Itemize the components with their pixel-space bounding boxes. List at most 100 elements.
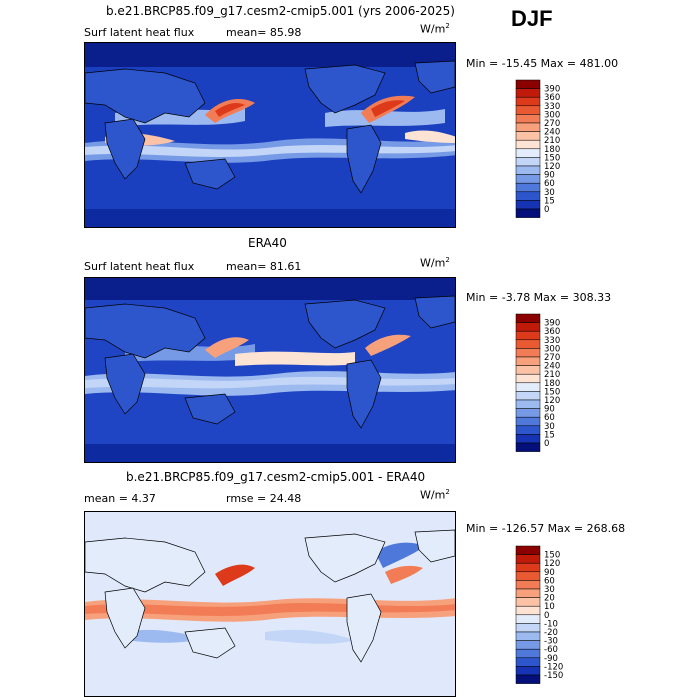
colorbar-tick-label: 10 — [544, 602, 555, 612]
colorbar-swatch — [515, 408, 541, 418]
colorbar-tick-label: 30 — [544, 422, 555, 432]
colorbar-swatch — [515, 148, 541, 158]
panel-2-colorbar: 390 360 330 300 270 240 210 180 150 120 90 60 30 15 0 — [515, 313, 576, 464]
colorbar-swatch — [515, 88, 541, 98]
colorbar-swatch — [515, 322, 541, 332]
colorbar-swatch — [515, 545, 541, 555]
colorbar-tick-label: 0 — [544, 439, 549, 449]
colorbar-swatch — [515, 562, 541, 573]
colorbar-swatch — [515, 157, 541, 167]
colorbar-tick-label: -90 — [544, 654, 558, 664]
colorbar-swatch — [515, 580, 541, 590]
colorbar-tick-label: -20 — [544, 628, 558, 638]
colorbar-tick-label: 0 — [544, 205, 549, 215]
panel-1-minmax: Min = -15.45 Max = 481.00 — [466, 57, 619, 70]
colorbar-swatch — [515, 554, 541, 564]
colorbar-swatch — [515, 165, 541, 175]
colorbar-tick-label: 15 — [544, 196, 555, 206]
colorbar-swatch — [515, 96, 541, 107]
panel-3-mean-label: mean = 4.37 — [84, 492, 156, 505]
colorbar-tick-label: 90 — [544, 405, 555, 415]
panel-3-rmse-label: rmse = 24.48 — [226, 492, 302, 505]
colorbar-swatch — [515, 339, 541, 349]
colorbar-tick-label: 150 — [544, 551, 560, 561]
colorbar-swatch — [515, 122, 541, 132]
colorbar-tick-label: 120 — [544, 162, 560, 172]
panel-1-map — [84, 42, 456, 228]
colorbar-swatch — [515, 373, 541, 384]
colorbar-swatch — [515, 208, 541, 218]
panel-3-units: W/m2 — [420, 488, 450, 502]
colorbar-swatch — [515, 442, 541, 452]
colorbar-swatch — [515, 597, 541, 607]
colorbar-tick-label: 60 — [544, 576, 555, 586]
panel-3-map — [84, 511, 456, 697]
colorbar-tick-label: 360 — [544, 93, 560, 103]
colorbar-swatch — [515, 571, 541, 581]
colorbar-tick-label: 180 — [544, 145, 560, 155]
colorbar-swatch — [515, 588, 541, 598]
colorbar-swatch — [515, 348, 541, 358]
panel-3-colorbar: 150 120 90 60 30 20 10 0 -10 -20 -30 -60 -90 -120 -150 — [515, 545, 576, 696]
colorbar-swatch — [515, 330, 541, 341]
colorbar-tick-label: 120 — [544, 559, 560, 569]
colorbar-tick-label: -10 — [544, 619, 558, 629]
panel-1-units: W/m2 — [420, 22, 450, 36]
colorbar-tick-label: 90 — [544, 171, 555, 181]
colorbar-tick-label: 60 — [544, 179, 555, 189]
colorbar-tick-label: 390 — [544, 319, 560, 329]
panel-2-map — [84, 277, 456, 463]
colorbar-swatch — [515, 434, 541, 444]
panel-2-units: W/m2 — [420, 256, 450, 270]
colorbar-swatch — [515, 425, 541, 435]
colorbar-tick-label: 210 — [544, 370, 560, 380]
panel-3-minmax: Min = -126.57 Max = 268.68 — [466, 522, 626, 535]
colorbar-tick-label: -30 — [544, 637, 558, 647]
colorbar-swatch — [515, 191, 541, 201]
colorbar-tick-label: 300 — [544, 110, 560, 120]
colorbar-tick-label: -150 — [544, 671, 563, 681]
panel-1-title: b.e21.BRCP85.f09_g17.cesm2-cmip5.001 (yr… — [106, 4, 455, 18]
colorbar-swatch — [515, 623, 541, 633]
panel-2-mean-label: mean= 81.61 — [226, 260, 302, 273]
colorbar-swatch — [515, 605, 541, 616]
colorbar-tick-label: 60 — [544, 413, 555, 423]
colorbar-swatch — [515, 657, 541, 667]
colorbar-swatch — [515, 399, 541, 409]
colorbar-swatch — [515, 416, 541, 427]
colorbar-tick-label: 330 — [544, 336, 560, 346]
panel-1-mean-label: mean= 85.98 — [226, 26, 302, 39]
colorbar-swatch — [515, 79, 541, 89]
panel-2-variable-label: Surf latent heat flux — [84, 260, 195, 273]
colorbar-tick-label: 30 — [544, 585, 555, 595]
season-label: DJF — [511, 6, 553, 31]
colorbar-swatch — [515, 382, 541, 392]
colorbar-tick-label: 270 — [544, 353, 560, 363]
colorbar-tick-label: 150 — [544, 153, 560, 163]
colorbar-tick-label: 150 — [544, 387, 560, 397]
colorbar-swatch — [515, 614, 541, 624]
colorbar-tick-label: -60 — [544, 645, 558, 655]
colorbar-swatch — [515, 200, 541, 210]
colorbar-swatch — [515, 114, 541, 124]
colorbar-tick-label: 90 — [544, 568, 555, 578]
panel-1-colorbar: 390 360 330 300 270 240 210 180 150 120 90 60 30 15 0 — [515, 79, 576, 230]
panel-2-title: ERA40 — [248, 236, 287, 250]
colorbar-swatch — [515, 131, 541, 141]
colorbar-swatch — [515, 313, 541, 323]
colorbar-tick-label: 30 — [544, 188, 555, 198]
panel-3-title: b.e21.BRCP85.f09_g17.cesm2-cmip5.001 - E… — [126, 470, 426, 484]
colorbar-tick-label: 360 — [544, 327, 560, 337]
colorbar-tick-label: 330 — [544, 102, 560, 112]
colorbar-tick-label: 390 — [544, 85, 560, 95]
colorbar-swatch — [515, 182, 541, 193]
colorbar-swatch — [515, 648, 541, 659]
panel-2-minmax: Min = -3.78 Max = 308.33 — [466, 291, 612, 304]
colorbar-tick-label: -120 — [544, 662, 563, 672]
colorbar-swatch — [515, 666, 541, 676]
colorbar-swatch — [515, 139, 541, 150]
colorbar-tick-label: 240 — [544, 128, 560, 138]
colorbar-tick-label: 180 — [544, 379, 560, 389]
colorbar-tick-label: 0 — [544, 611, 549, 621]
colorbar-swatch — [515, 631, 541, 641]
